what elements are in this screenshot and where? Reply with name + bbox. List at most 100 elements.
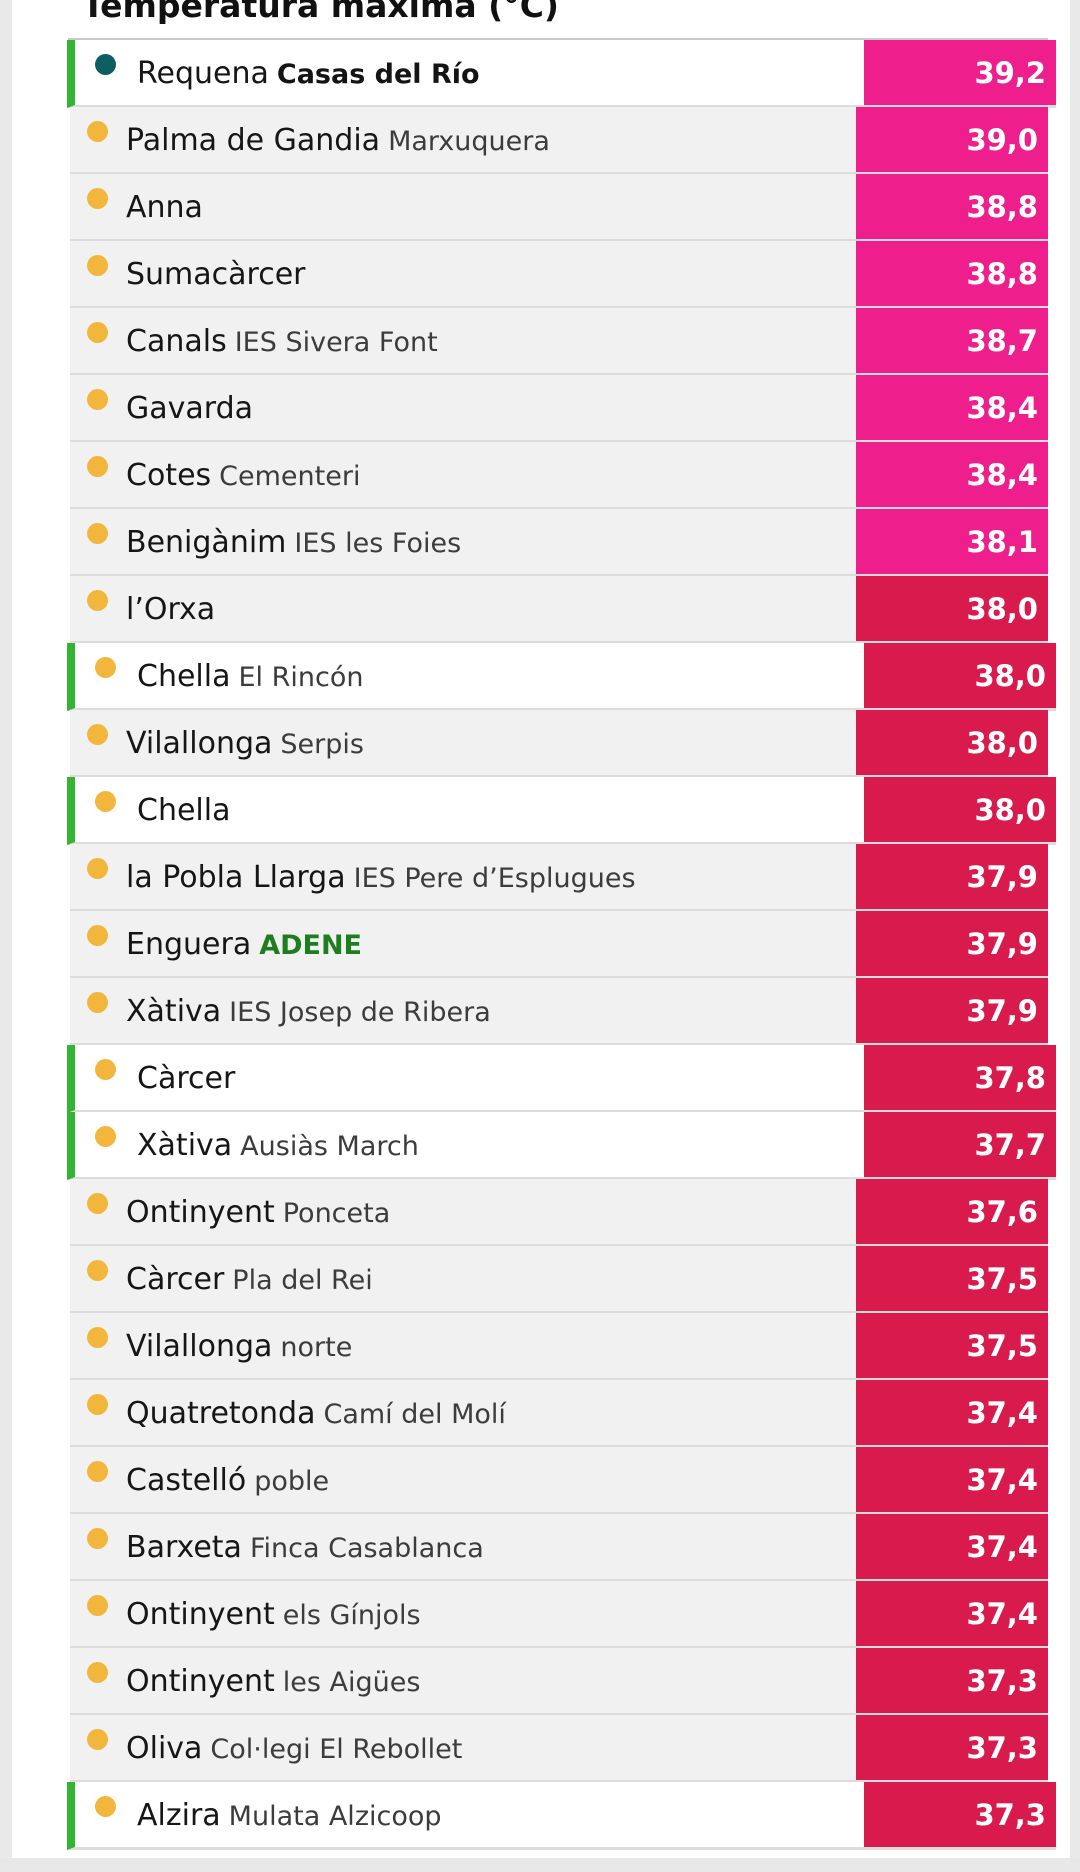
content-panel: Temperatura màxima (°C) Requena Casas del… [12, 0, 1070, 1872]
station-row[interactable]: Càrcer 37,8 [67, 1045, 1056, 1113]
station-location: poble [254, 1466, 330, 1497]
station-dot-icon [95, 791, 116, 812]
station-dot-icon [87, 1193, 108, 1214]
station-row[interactable]: Xàtiva Ausiàs March 37,7 [67, 1112, 1056, 1180]
station-location: Camí del Molí [323, 1399, 506, 1430]
temperature-value: 38,0 [856, 710, 1048, 775]
station-location: els Gínjols [282, 1600, 421, 1631]
station-row[interactable]: Ontinyent els Gínjols 37,4 [70, 1581, 1048, 1649]
temperature-value: 38,4 [856, 375, 1048, 440]
station-name: Sumacàrcer [126, 241, 306, 306]
station-dot-icon [87, 121, 108, 142]
temperature-value: 37,4 [856, 1514, 1048, 1579]
temperature-value: 38,8 [856, 241, 1048, 306]
station-dot-icon [87, 1729, 108, 1750]
station-name: Xàtiva IES Josep de Ribera [126, 978, 491, 1043]
station-row[interactable]: Quatretonda Camí del Molí 37,4 [70, 1380, 1048, 1448]
station-location: IES Josep de Ribera [229, 997, 491, 1028]
station-row[interactable]: Vilallonga Serpis 38,0 [70, 710, 1048, 778]
station-row[interactable]: la Pobla Llarga IES Pere d’Esplugues 37,9 [70, 844, 1048, 912]
station-name: Cotes Cementeri [126, 442, 360, 507]
station-row[interactable]: Xàtiva IES Josep de Ribera 37,9 [70, 978, 1048, 1046]
temperature-value: 39,0 [856, 107, 1048, 172]
station-location: Mulata Alzicoop [228, 1801, 442, 1832]
station-location: Pla del Rei [232, 1265, 373, 1296]
station-row[interactable]: Gavarda 38,4 [70, 375, 1048, 443]
station-name: Xàtiva Ausiàs March [137, 1112, 419, 1177]
station-town: Vilallonga [126, 726, 273, 761]
station-town: Barxeta [126, 1530, 242, 1565]
station-dot-icon [87, 992, 108, 1013]
station-dot-icon [87, 858, 108, 879]
station-location: Ponceta [282, 1198, 391, 1229]
station-location: norte [280, 1332, 353, 1363]
temperature-value: 38,8 [856, 174, 1048, 239]
station-name: Requena Casas del Río [137, 40, 480, 105]
station-dot-icon [95, 1059, 116, 1080]
station-name: Càrcer Pla del Rei [126, 1246, 373, 1311]
station-location: Col·legi El Rebollet [210, 1734, 463, 1765]
station-dot-icon [87, 1662, 108, 1683]
station-dot-icon [95, 657, 116, 678]
station-row[interactable]: Sumacàrcer 38,8 [70, 241, 1048, 309]
station-location: IES Sivera Font [234, 327, 438, 358]
station-dot-icon [87, 1327, 108, 1348]
temperature-value: 37,5 [856, 1246, 1048, 1311]
station-location: Marxuquera [388, 126, 550, 157]
station-name: Chella El Rincón [137, 643, 363, 708]
station-row[interactable]: Càrcer Pla del Rei 37,5 [70, 1246, 1048, 1314]
station-dot-icon [87, 724, 108, 745]
station-town: Xàtiva [137, 1128, 233, 1163]
temperature-value: 37,7 [864, 1112, 1056, 1177]
station-dot-icon [87, 1461, 108, 1482]
station-row[interactable]: Palma de Gandia Marxuquera 39,0 [70, 107, 1048, 175]
station-row[interactable]: Cotes Cementeri 38,4 [70, 442, 1048, 510]
station-row[interactable]: Chella El Rincón 38,0 [67, 643, 1056, 711]
temperature-value: 38,0 [864, 777, 1056, 842]
station-row[interactable]: Castelló poble 37,4 [70, 1447, 1048, 1515]
station-name: Oliva Col·legi El Rebollet [126, 1715, 462, 1780]
bottom-edge [0, 1858, 1080, 1872]
temperature-value: 37,6 [856, 1179, 1048, 1244]
station-row[interactable]: Alzira Mulata Alzicoop 37,3 [67, 1782, 1056, 1850]
station-row[interactable]: Requena Casas del Río 39,2 [67, 40, 1056, 108]
station-name: Alzira Mulata Alzicoop [137, 1782, 442, 1847]
temperature-value: 37,9 [856, 978, 1048, 1043]
station-row[interactable]: Barxeta Finca Casablanca 37,4 [70, 1514, 1048, 1582]
temperature-value: 37,9 [856, 844, 1048, 909]
station-town: Ontinyent [126, 1664, 275, 1699]
temperature-value: 37,5 [856, 1313, 1048, 1378]
temperature-value: 38,7 [856, 308, 1048, 373]
station-town: Canals [126, 324, 227, 359]
station-row[interactable]: Ontinyent Ponceta 37,6 [70, 1179, 1048, 1247]
temperature-value: 37,4 [856, 1581, 1048, 1646]
temperature-value: 37,4 [856, 1380, 1048, 1445]
title-divider [68, 38, 1048, 41]
station-location: ADENE [259, 930, 362, 961]
station-town: Castelló [126, 1463, 247, 1498]
station-town: Ontinyent [126, 1597, 275, 1632]
station-dot-icon [87, 456, 108, 477]
station-row[interactable]: Enguera ADENE 37,9 [70, 911, 1048, 979]
station-row[interactable]: l’Orxa 38,0 [70, 576, 1048, 644]
station-row[interactable]: Oliva Col·legi El Rebollet 37,3 [70, 1715, 1048, 1783]
station-row[interactable]: Canals IES Sivera Font 38,7 [70, 308, 1048, 376]
station-location: Finca Casablanca [249, 1533, 484, 1564]
station-name: Ontinyent les Aigües [126, 1648, 420, 1713]
station-town: Oliva [126, 1731, 203, 1766]
station-name: l’Orxa [126, 576, 215, 641]
station-dot-icon [87, 1394, 108, 1415]
station-name: Ontinyent els Gínjols [126, 1581, 421, 1646]
station-dot-icon [87, 1595, 108, 1616]
temperature-value: 37,3 [856, 1715, 1048, 1780]
station-town: Xàtiva [126, 994, 222, 1029]
station-row[interactable]: Vilallonga norte 37,5 [70, 1313, 1048, 1381]
station-location: les Aigües [282, 1667, 421, 1698]
station-town: Palma de Gandia [126, 123, 381, 158]
temperature-value: 37,4 [856, 1447, 1048, 1512]
page-title: Temperatura màxima (°C) [82, 0, 560, 25]
station-row[interactable]: Chella 38,0 [67, 777, 1056, 845]
station-row[interactable]: Benigànim IES les Foies 38,1 [70, 509, 1048, 577]
station-row[interactable]: Ontinyent les Aigües 37,3 [70, 1648, 1048, 1716]
station-row[interactable]: Anna 38,8 [70, 174, 1048, 242]
